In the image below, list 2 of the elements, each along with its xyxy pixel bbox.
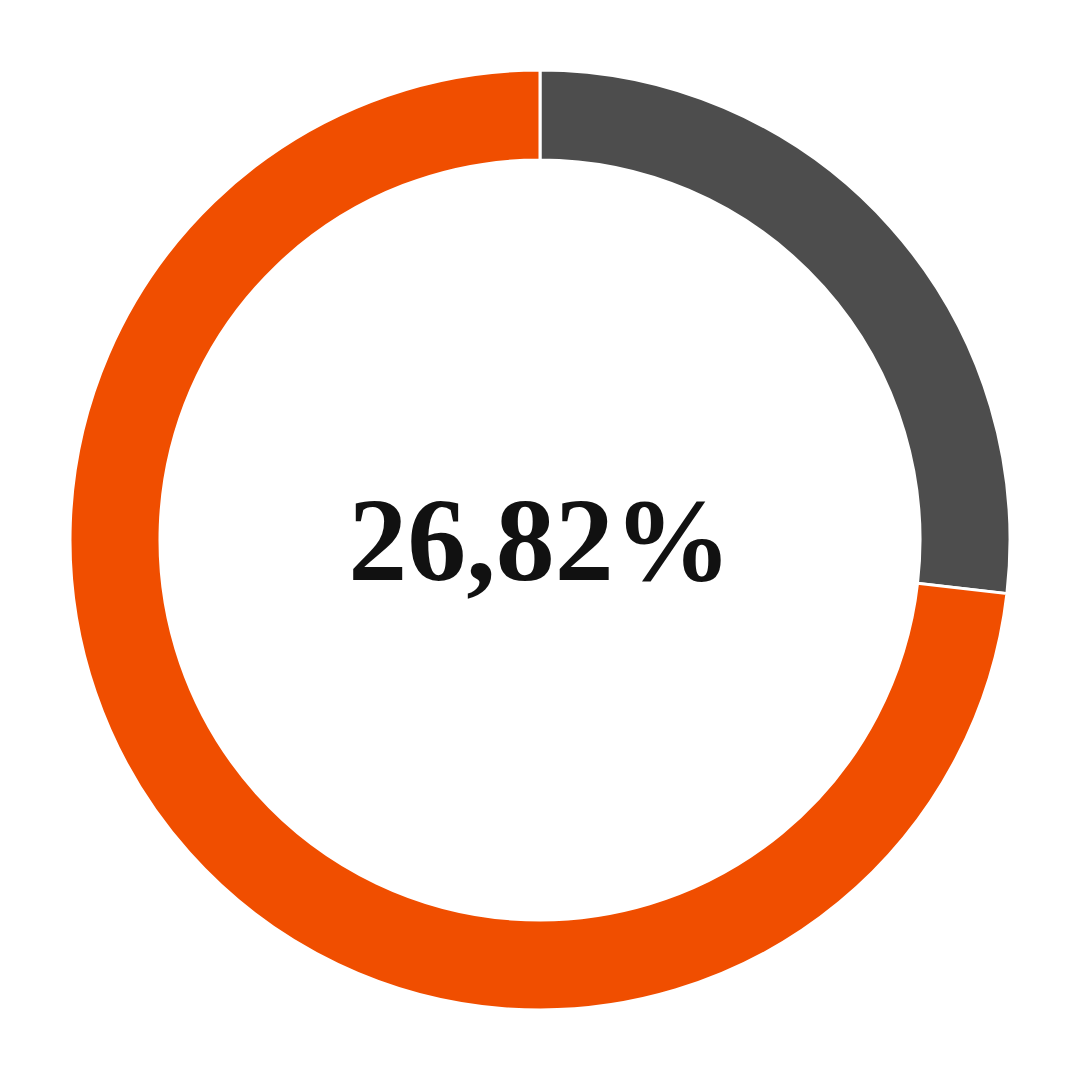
donut-slice: [68, 68, 1009, 1011]
data-label: 26,82%: [348, 474, 732, 606]
